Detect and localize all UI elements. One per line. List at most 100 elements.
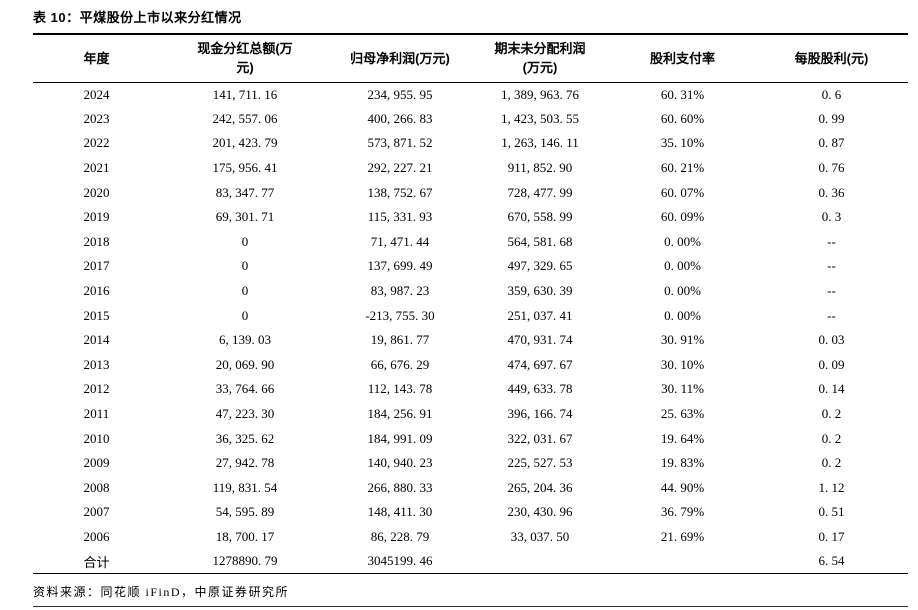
net-profit-cell: 400, 266. 83 (367, 110, 433, 126)
dividend-per-share-cell: -- (827, 233, 836, 249)
year-cell: 2013 (83, 356, 110, 372)
net-profit-cell: 140, 940. 23 (367, 455, 433, 471)
year-cell: 合计 (83, 554, 110, 570)
payout-ratio-cell: 44. 90% (660, 479, 705, 495)
payout-ratio-cell: 19. 64% (660, 430, 705, 446)
col-header-cash-dividend-total: 现金分红总额(万 元) (160, 34, 330, 83)
net-profit-cell: 112, 143. 78 (367, 381, 433, 397)
year-cell: 2016 (83, 283, 110, 299)
net-profit-cell: 86, 228. 79 (370, 528, 430, 544)
cash-dividend-cell: 83, 347. 77 (215, 184, 275, 200)
net-profit-cell: 266, 880. 33 (367, 479, 433, 495)
net-profit-cell: -213, 755. 30 (365, 307, 435, 323)
undistributed-profit-cell: 396, 166. 74 (507, 406, 573, 422)
year-cell: 2010 (83, 430, 110, 446)
table-row: 2007 54, 595. 89 148, 411. 30 230, 430. … (33, 500, 908, 525)
col-header-year: 年度 (33, 34, 160, 83)
source-note: 资料来源：同花顺 iFinD，中原证券研究所 (33, 585, 290, 600)
year-cell: 2011 (83, 406, 110, 422)
undistributed-profit-cell: 474, 697. 67 (507, 356, 573, 372)
table-row: 2024 141, 711. 16 234, 955. 95 1, 389, 9… (33, 82, 908, 107)
year-cell: 2017 (83, 258, 110, 274)
cash-dividend-cell: 1278890. 79 (212, 553, 278, 569)
undistributed-profit-cell: 1, 423, 503. 55 (501, 110, 579, 126)
payout-ratio-cell: 0. 00% (664, 283, 701, 299)
undistributed-profit-cell: 564, 581. 68 (507, 233, 573, 249)
table-row: 2020 83, 347. 77 138, 752. 67 728, 477. … (33, 180, 908, 205)
dividend-per-share-cell: 0. 51 (818, 504, 845, 520)
dividend-per-share-cell: 0. 03 (818, 332, 845, 348)
net-profit-cell: 3045199. 46 (367, 553, 433, 569)
year-cell: 2012 (83, 381, 110, 397)
undistributed-profit-cell: 322, 031. 67 (507, 430, 573, 446)
dividend-per-share-cell: 0. 76 (818, 160, 845, 176)
undistributed-profit-cell (470, 549, 610, 574)
cash-dividend-cell: 141, 711. 16 (212, 86, 278, 102)
undistributed-profit-cell: 33, 037. 50 (510, 528, 570, 544)
cash-dividend-cell: 0 (241, 283, 249, 299)
cash-dividend-cell: 47, 223. 30 (215, 406, 275, 422)
cash-dividend-cell: 175, 956. 41 (212, 160, 278, 176)
cash-dividend-cell: 54, 595. 89 (215, 504, 275, 520)
dividend-per-share-cell: 1. 12 (818, 479, 845, 495)
dividend-per-share-cell: 0. 87 (818, 135, 845, 151)
year-cell: 2021 (83, 160, 110, 176)
col-header-undistributed-profit: 期末未分配利润 (万元) (470, 34, 610, 83)
net-profit-cell: 184, 991. 09 (367, 430, 433, 446)
cash-dividend-cell: 20, 069. 90 (215, 356, 275, 372)
net-profit-cell: 292, 227. 21 (367, 160, 433, 176)
table-row: 2019 69, 301. 71 115, 331. 93 670, 558. … (33, 205, 908, 230)
year-cell: 2018 (83, 233, 110, 249)
payout-ratio-cell: 35. 10% (660, 135, 705, 151)
net-profit-cell: 19, 861. 77 (370, 332, 430, 348)
cash-dividend-cell: 18, 700. 17 (215, 528, 275, 544)
cash-dividend-cell: 36, 325. 62 (215, 430, 275, 446)
net-profit-cell: 66, 676. 29 (370, 356, 430, 372)
dividend-per-share-cell: 0. 14 (818, 381, 845, 397)
undistributed-profit-cell: 911, 852. 90 (507, 160, 573, 176)
col-header-payout-ratio: 股利支付率 (610, 34, 755, 83)
dividend-per-share-cell: 0. 09 (818, 356, 845, 372)
dividend-per-share-cell: 0. 6 (821, 86, 842, 102)
cash-dividend-cell: 33, 764. 66 (215, 381, 275, 397)
table-row: 2014 6, 139. 03 19, 861. 77 470, 931. 74… (33, 328, 908, 353)
undistributed-profit-cell: 1, 263, 146. 11 (501, 135, 579, 151)
year-cell: 2008 (83, 479, 110, 495)
table-row: 2016 0 83, 987. 23 359, 630. 39 0. 00% -… (33, 279, 908, 304)
total-row: 合计 1278890. 79 3045199. 46 6. 54 (33, 549, 908, 574)
cash-dividend-cell: 0 (241, 233, 249, 249)
undistributed-profit-cell: 449, 633. 78 (507, 381, 573, 397)
undistributed-profit-cell: 497, 329. 65 (507, 258, 573, 274)
cash-dividend-cell: 242, 557. 06 (212, 110, 278, 126)
year-cell: 2009 (83, 455, 110, 471)
undistributed-profit-cell: 359, 630. 39 (507, 283, 573, 299)
table-title: 表 10：平煤股份上市以来分红情况 (33, 10, 242, 25)
table-row: 2021 175, 956. 41 292, 227. 21 911, 852.… (33, 156, 908, 181)
year-cell: 2019 (83, 209, 110, 225)
payout-ratio-cell: 30. 11% (661, 381, 704, 397)
dividend-per-share-cell: -- (827, 307, 836, 323)
payout-ratio-cell: 30. 91% (660, 332, 705, 348)
net-profit-cell: 138, 752. 67 (367, 184, 433, 200)
table-row: 2022 201, 423. 79 573, 871. 52 1, 263, 1… (33, 131, 908, 156)
dividend-per-share-cell: 0. 99 (818, 110, 845, 126)
cash-dividend-cell: 6, 139. 03 (219, 332, 271, 348)
undistributed-profit-cell: 670, 558. 99 (507, 209, 573, 225)
dividend-per-share-cell: 0. 3 (821, 209, 842, 225)
undistributed-profit-cell: 1, 389, 963. 76 (501, 86, 579, 102)
table-row: 2023 242, 557. 06 400, 266. 83 1, 423, 5… (33, 107, 908, 132)
table-row: 2008 119, 831. 54 266, 880. 33 265, 204.… (33, 476, 908, 501)
table-row: 2015 0 -213, 755. 30 251, 037. 41 0. 00%… (33, 303, 908, 328)
dividend-per-share-cell: 0. 36 (818, 184, 845, 200)
payout-ratio-cell: 25. 63% (660, 406, 705, 422)
year-cell: 2024 (83, 86, 110, 102)
undistributed-profit-cell: 728, 477. 99 (507, 184, 573, 200)
dividend-per-share-cell: 6. 54 (818, 553, 845, 569)
net-profit-cell: 148, 411. 30 (367, 504, 433, 520)
cash-dividend-cell: 27, 942. 78 (215, 455, 275, 471)
net-profit-cell: 71, 471. 44 (370, 233, 430, 249)
table-row: 2018 0 71, 471. 44 564, 581. 68 0. 00% -… (33, 230, 908, 255)
cash-dividend-cell: 201, 423. 79 (212, 135, 278, 151)
undistributed-profit-cell: 230, 430. 96 (507, 504, 573, 520)
cash-dividend-cell: 0 (241, 258, 249, 274)
